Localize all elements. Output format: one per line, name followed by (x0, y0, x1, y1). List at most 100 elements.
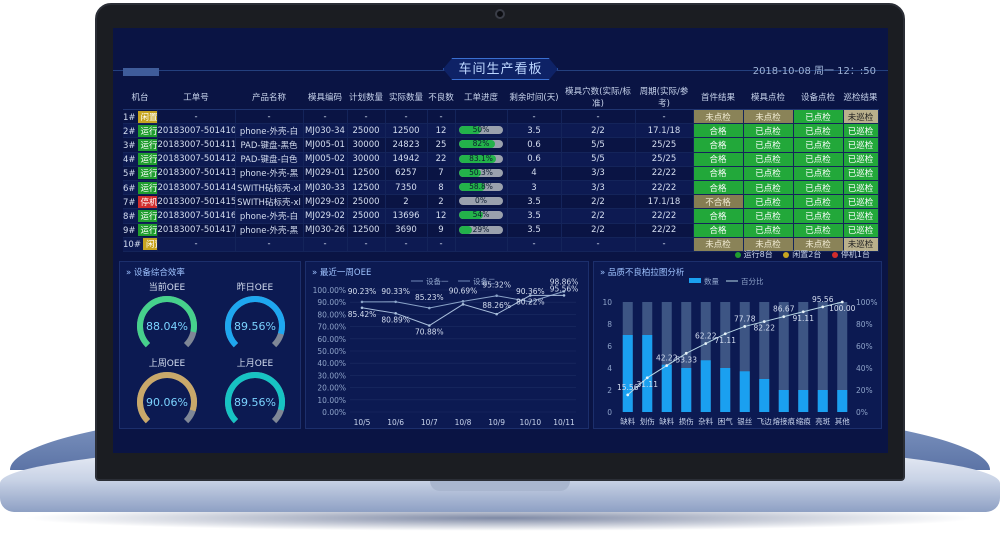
progress-bar: 58.8% (459, 183, 503, 192)
table-row[interactable]: 3# 运行 20183007-501411 PAD-键盘-黑色 MJ005-01 3000… (123, 137, 879, 153)
defect-cell: 25 (427, 137, 456, 153)
order-cell: 20183007-501417 (157, 223, 236, 238)
progress-fill (459, 211, 483, 220)
status-badge: 闲置 (142, 238, 156, 251)
progress-fill (459, 168, 482, 177)
actual-cell: 14942 (385, 152, 428, 167)
first-check-cell: 未点检 (693, 109, 744, 125)
table-row[interactable]: 6# 运行 20183007-501414 SWITH砧标壳-xl MJ030-33 12… (123, 180, 879, 196)
x-tick-label: 其他 (835, 416, 850, 426)
defect-cell: 2 (427, 194, 456, 210)
gauge-label: 上周OEE (148, 359, 186, 369)
product-cell: PAD-键盘-黑色 (235, 137, 304, 153)
gauge-fill (137, 372, 197, 424)
bar-background (778, 302, 789, 412)
production-table: 机台 工单号 产品名称 模具编码 计划数量 实际数量 不良数 工单进度 剩余时间(天) 模具穴数(… (123, 85, 879, 252)
table-row[interactable]: 7# 停机 20183007-501415 SWITH砧标壳-xl MJ029-02 25… (123, 194, 879, 210)
pareto-panel-title-text: 品质不良柏拉图分析 (607, 268, 685, 278)
cavity-cell: 2/2 (561, 208, 636, 224)
data-label-series2: 70.88% (415, 328, 444, 337)
bar-background (661, 302, 672, 412)
order-cell: 20183007-501411 (157, 137, 236, 153)
status-badge: 运行 (137, 224, 156, 237)
actual-cell: 3690 (385, 223, 428, 238)
header-logo-block (123, 68, 159, 76)
table-row[interactable]: 2# 运行 20183007-501410 phone-外壳-白 MJ030-34 250… (123, 123, 879, 139)
column-header: 计划数量 (347, 85, 385, 110)
y-tick-left: 4 (607, 364, 612, 373)
progress-bar: 82% (459, 140, 503, 149)
first-check-cell: 合格 (693, 223, 744, 238)
bar (700, 360, 711, 412)
device-check-cell: 已点检 (793, 123, 844, 139)
progress-cell: 58.8% (455, 180, 508, 196)
machine-number: 7# (123, 197, 136, 208)
remain-cell: 0.6 (507, 137, 562, 153)
pareto-panel-title: » 品质不良柏拉图分析 (600, 268, 685, 278)
remain-cell: 3.5 (507, 208, 562, 224)
gauge-value: 89.56% (234, 320, 276, 333)
mold-check-cell: 已点检 (743, 194, 794, 210)
first-check-cell: 合格 (693, 180, 744, 196)
table-row[interactable]: 4# 运行 20183007-501412 PAD-键盘-白色 MJ005-02 3000… (123, 152, 879, 167)
actual-cell: 6257 (385, 166, 428, 181)
progress-label: 50.3% (469, 168, 493, 177)
y-tick-right: 0% (856, 408, 868, 417)
percent-point (801, 310, 805, 314)
legend-swatch-count (689, 278, 701, 283)
status-badge: 运行 (137, 181, 156, 194)
camera-icon (495, 9, 505, 19)
progress-cell: 0% (455, 194, 508, 210)
table-row[interactable]: 9# 运行 20183007-501417 phone-外壳-黑 MJ030-26 125… (123, 223, 879, 238)
cavity-cell: 5/5 (561, 152, 636, 167)
progress-fill (459, 154, 496, 163)
gauge-value: 89.56% (234, 396, 276, 409)
plan-cell: - (347, 237, 386, 252)
defect-cell: 22 (427, 152, 456, 167)
first-check-cell: 不合格 (693, 194, 744, 210)
device-check-cell: 未点检 (793, 237, 844, 252)
table-row[interactable]: 5# 运行 20183007-501413 phone-外壳-黑 MJ029-01 125… (123, 166, 879, 181)
run-dot-icon (734, 251, 741, 258)
mold-cell: MJ030-26 (303, 223, 348, 238)
legend-run: 运行8台 (743, 250, 773, 259)
table-row[interactable]: 1# 闲置 - - - - - - - - - 未点检 未点检 已点检 未巡检 (123, 109, 879, 125)
defect-cell: 7 (427, 166, 456, 181)
remain-cell: 4 (507, 166, 562, 181)
percent-point (723, 332, 727, 336)
column-header: 模具穴数(实际/标准) (561, 85, 635, 110)
x-tick-label: 飞边 (757, 417, 772, 426)
product-cell: SWITH砧标壳-xl (235, 194, 304, 210)
status-legend: 运行8台 闲置2台 停机1台 (727, 249, 870, 260)
machine-cell: 1# 闲置 (123, 109, 158, 125)
legend-label-percent: 百分比 (741, 276, 764, 286)
remain-cell: 3.5 (507, 194, 562, 210)
column-header: 模具点检 (743, 85, 793, 110)
x-tick-label: 划伤 (640, 416, 655, 426)
table-row[interactable]: 8# 运行 20183007-501416 phone-外壳-白 MJ029-02 250… (123, 208, 879, 224)
y-tick-left: 0 (607, 408, 612, 417)
oee-gauge: 当前OEE 88.04% (124, 280, 210, 360)
bar-background (798, 302, 809, 412)
stop-dot-icon (831, 251, 838, 258)
bar-background (817, 302, 828, 412)
device-check-cell: 已点检 (793, 223, 844, 238)
order-cell: 20183007-501416 (157, 208, 236, 224)
gauge-ring (137, 372, 197, 424)
gauge-label: 当前OEE (148, 283, 186, 293)
percent-label: 71.11 (715, 336, 737, 345)
defect-cell: 9 (427, 223, 456, 238)
data-label-series1: 85.23% (415, 293, 444, 302)
progress-cell (455, 109, 508, 125)
week-panel-title-text: 最近一周OEE (319, 268, 372, 278)
gauge-fill (225, 296, 285, 348)
percent-label: 91.11 (793, 314, 815, 323)
progress-label: 29% (472, 225, 490, 234)
product-cell: SWITH砧标壳-xl (235, 180, 304, 196)
column-header: 工单进度 (455, 85, 507, 110)
bar (661, 364, 672, 412)
cycle-cell: - (635, 237, 694, 252)
plan-cell: 25000 (347, 123, 386, 139)
